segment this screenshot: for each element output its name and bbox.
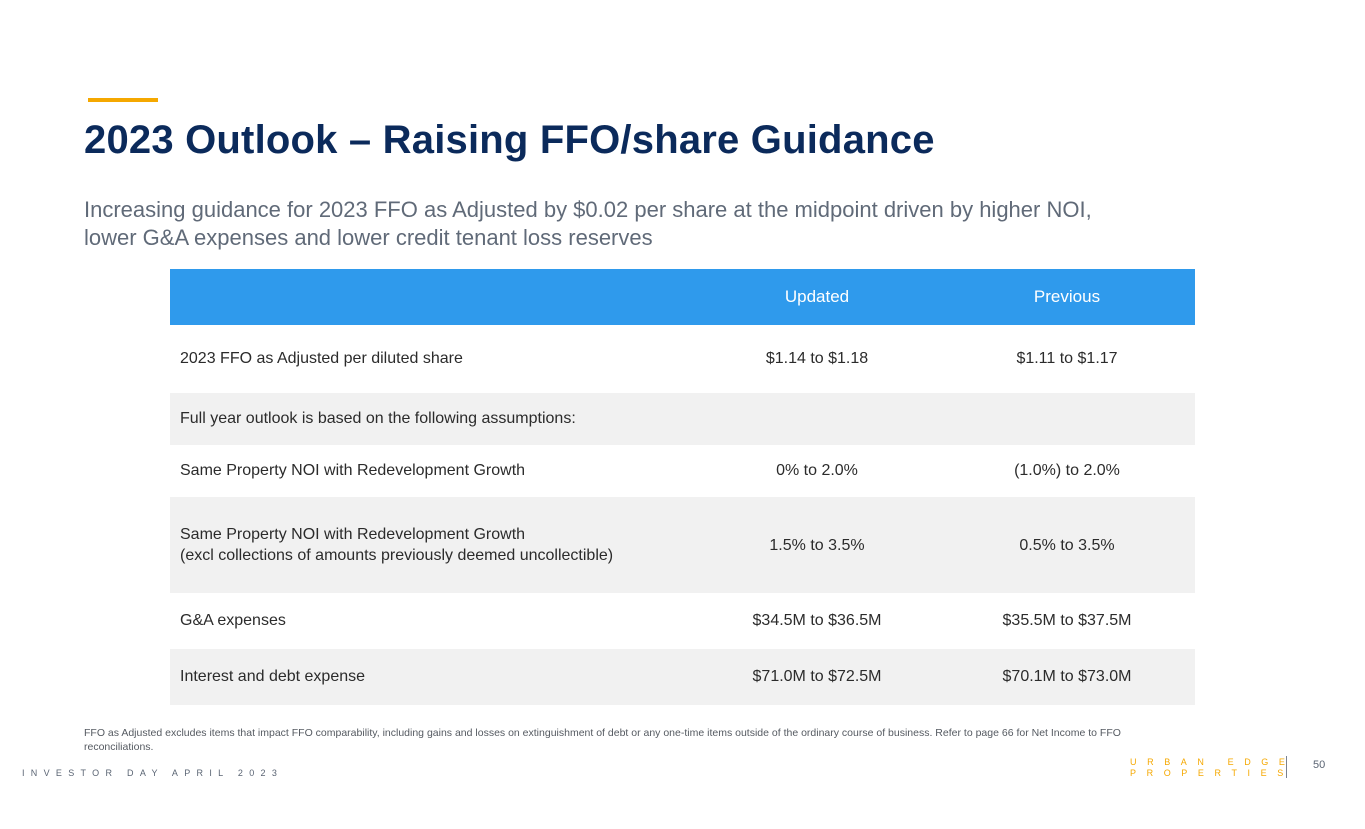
header-label-cell xyxy=(170,269,695,325)
previous-value: 0.5% to 3.5% xyxy=(939,497,1195,593)
footnote: FFO as Adjusted excludes items that impa… xyxy=(84,727,1121,753)
table-row: 2023 FFO as Adjusted per diluted share $… xyxy=(170,325,1195,393)
updated-value: $71.0M to $72.5M xyxy=(695,649,939,705)
row-label: Interest and debt expense xyxy=(170,649,695,705)
slide-subtitle: Increasing guidance for 2023 FFO as Adju… xyxy=(84,196,1204,252)
table-row: Same Property NOI with Redevelopment Gro… xyxy=(170,445,1195,497)
footer-event-label: INVESTOR DAY APRIL 2023 xyxy=(22,768,284,778)
row-label: Same Property NOI with Redevelopment Gro… xyxy=(170,497,695,593)
subtitle-line: lower G&A expenses and lower credit tena… xyxy=(84,225,653,250)
footer-divider xyxy=(1286,756,1287,778)
updated-value: $1.14 to $1.18 xyxy=(765,350,869,367)
row-label-line: (excl collections of amounts previously … xyxy=(180,547,614,564)
header-updated: Updated xyxy=(695,269,939,325)
brand-logo: URBAN EDGE PROPERTIES xyxy=(1130,757,1296,779)
table-row: Same Property NOI with Redevelopment Gro… xyxy=(170,497,1195,593)
updated-value xyxy=(695,393,939,445)
slide-title: 2023 Outlook – Raising FFO/share Guidanc… xyxy=(84,118,935,162)
previous-value xyxy=(939,393,1195,445)
row-label: Same Property NOI with Redevelopment Gro… xyxy=(180,462,526,479)
page-number: 50 xyxy=(1313,759,1326,771)
subtitle-line: Increasing guidance for 2023 FFO as Adju… xyxy=(84,197,1092,222)
previous-value: $35.5M to $37.5M xyxy=(1002,612,1132,629)
updated-value: 1.5% to 3.5% xyxy=(695,497,939,593)
guidance-table: Updated Previous 2023 FFO as Adjusted pe… xyxy=(170,269,1195,705)
header-previous: Previous xyxy=(939,269,1195,325)
row-label: G&A expenses xyxy=(180,612,286,629)
updated-value: $34.5M to $36.5M xyxy=(752,612,882,629)
row-label-line: Same Property NOI with Redevelopment Gro… xyxy=(180,526,526,543)
updated-value: 0% to 2.0% xyxy=(776,462,858,479)
table-row: Interest and debt expense $71.0M to $72.… xyxy=(170,649,1195,705)
brand-line: URBAN EDGE xyxy=(1130,757,1296,767)
brand-line: PROPERTIES xyxy=(1130,768,1294,778)
previous-value: $1.11 to $1.17 xyxy=(1016,350,1118,367)
table-row: G&A expenses $34.5M to $36.5M $35.5M to … xyxy=(170,593,1195,649)
previous-value: (1.0%) to 2.0% xyxy=(1014,462,1120,479)
table-header-row: Updated Previous xyxy=(170,269,1195,325)
title-accent-bar xyxy=(88,98,158,102)
previous-value: $70.1M to $73.0M xyxy=(939,649,1195,705)
table-row: Full year outlook is based on the follow… xyxy=(170,393,1195,445)
row-label: Full year outlook is based on the follow… xyxy=(170,393,695,445)
row-label: 2023 FFO as Adjusted per diluted share xyxy=(180,350,463,367)
